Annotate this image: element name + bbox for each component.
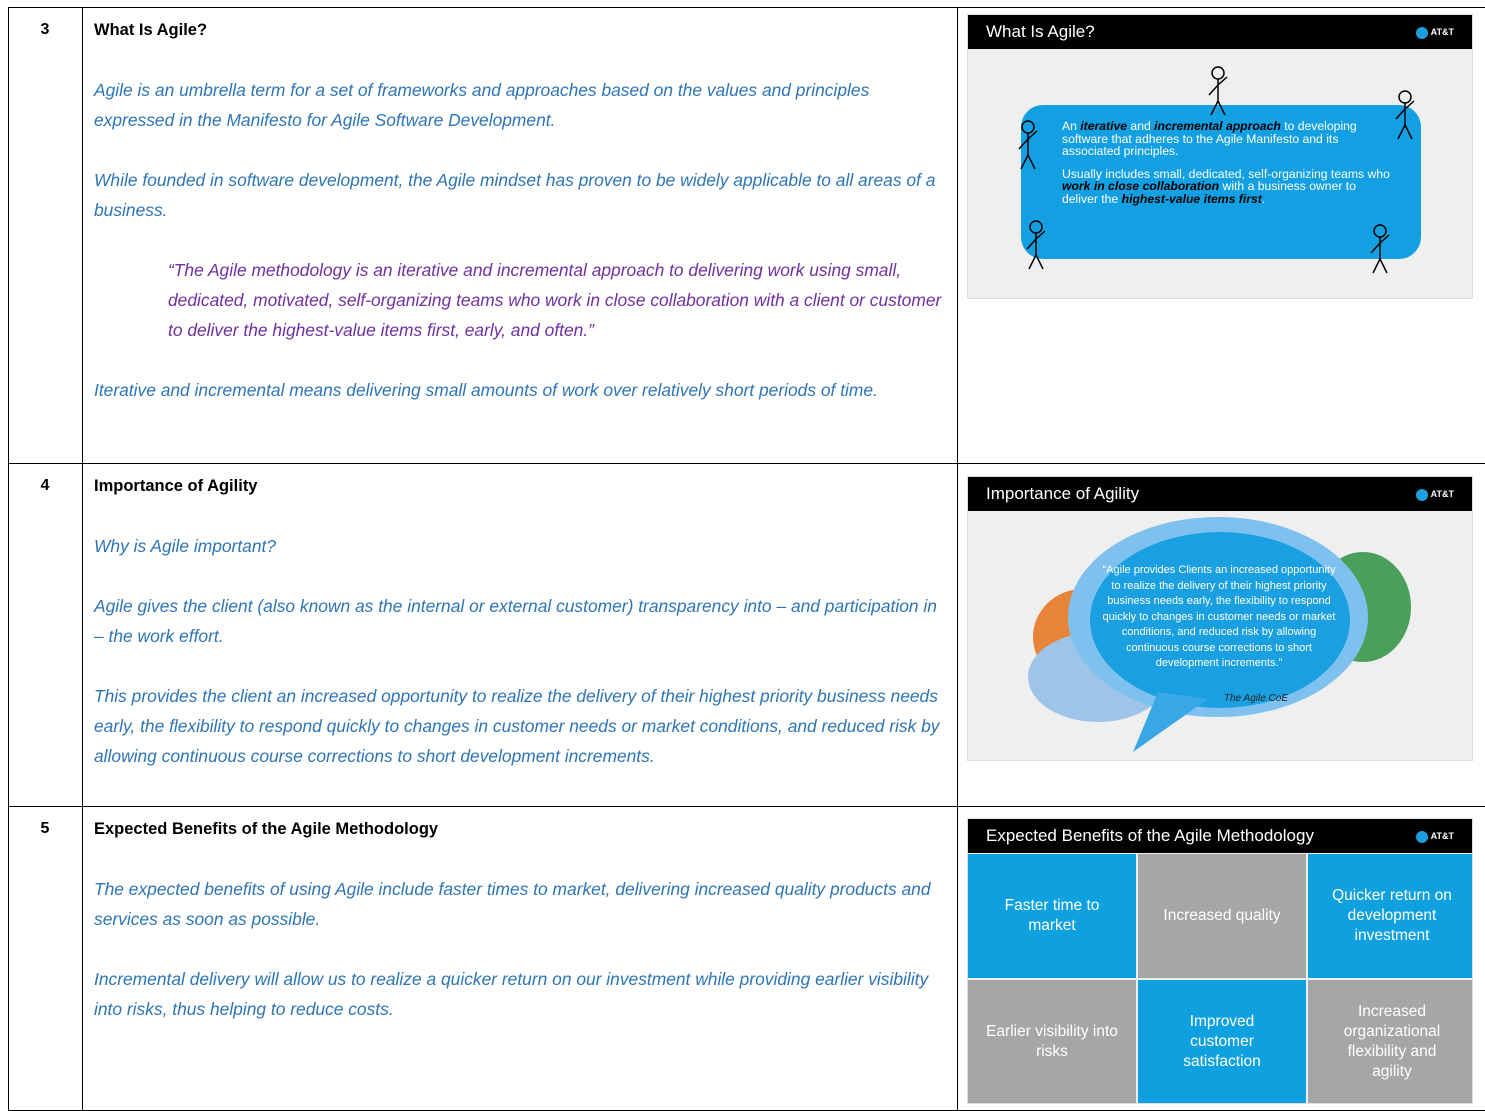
paragraph: Incremental delivery will allow us to re… <box>94 969 929 1019</box>
emphasis: highest-value items first <box>1121 191 1262 206</box>
slide-thumbnail: What Is Agile? AT&T An iterative and incre… <box>967 14 1473 299</box>
row-number: 5 <box>40 820 50 837</box>
paragraph: The expected benefits of using Agile inc… <box>94 879 931 929</box>
logo-text: AT&T <box>1430 831 1454 841</box>
benefit-tile: Quicker return on development investment <box>1308 854 1472 978</box>
text-run: . <box>1261 191 1266 206</box>
slide-thumbnail: Importance of Agility AT&T “Agile provide… <box>967 476 1473 761</box>
paragraph: Agile gives the client (also known as th… <box>94 596 937 646</box>
slide-logo: AT&T <box>1415 15 1454 49</box>
emphasis: incremental approach <box>1154 119 1281 133</box>
table-border <box>8 7 1485 8</box>
text-run: with a business owner to deliver the <box>1062 179 1356 206</box>
text-run: Usually includes small, dedicated, self-… <box>1062 166 1390 181</box>
slide-thumbnail: Expected Benefits of the Agile Methodolo… <box>967 818 1473 1104</box>
section-title: What Is Agile? <box>94 21 208 39</box>
benefit-tile: Increased organizational flexibility and… <box>1308 980 1472 1103</box>
row-content: Importance of Agility Why is Agile import… <box>94 471 946 771</box>
benefit-tile: Increased quality <box>1138 854 1306 978</box>
bubble-text: An iterative and incremental approach to… <box>1062 120 1392 215</box>
paragraph: This provides the client an increased op… <box>94 686 940 766</box>
row-content: What Is Agile? Agile is an umbrella term … <box>94 15 946 405</box>
logo-text: AT&T <box>1430 489 1454 499</box>
quote-attribution: The Agile CoE <box>1223 693 1288 704</box>
benefit-tile: Improved customer satisfaction <box>1138 980 1306 1103</box>
paragraph: Iterative and incremental means deliveri… <box>94 380 878 400</box>
table-border <box>8 463 1485 464</box>
logo-text: AT&T <box>1430 27 1454 37</box>
benefit-tile: Faster time to market <box>968 854 1136 978</box>
emphasis: work in close collaboration <box>1062 179 1220 193</box>
text-run: to developing software that adheres to t… <box>1062 119 1357 158</box>
row-number: 4 <box>40 477 50 494</box>
paragraph: Agile is an umbrella term for a set of f… <box>94 80 870 130</box>
table-border <box>8 806 1485 807</box>
text-run: and <box>1127 119 1155 133</box>
benefit-tile: Earlier visibility into risks <box>968 980 1136 1103</box>
section-title: Importance of Agility <box>94 477 258 495</box>
paragraph: Why is Agile important? <box>94 536 277 556</box>
table-border <box>8 7 9 1111</box>
table-border <box>82 7 83 1111</box>
quote: “The Agile methodology is an iterative a… <box>168 260 942 340</box>
bubble-paragraph: Usually includes small, dedicated, self-… <box>1062 166 1392 206</box>
illustration <box>1018 66 1415 274</box>
table-border <box>957 7 958 1111</box>
slide-title: Importance of Agility <box>968 477 1472 511</box>
row-content: Expected Benefits of the Agile Methodolo… <box>94 814 946 1024</box>
slide-title: Expected Benefits of the Agile Methodolo… <box>968 819 1472 853</box>
text-run: An <box>1062 119 1081 133</box>
paragraph: While founded in software development, t… <box>94 170 936 220</box>
emphasis: iterative <box>1080 119 1128 133</box>
section-title: Expected Benefits of the Agile Methodolo… <box>94 820 439 838</box>
cloud-quote: “Agile provides Clients an increased opp… <box>1102 564 1336 669</box>
illustration <box>1028 517 1411 752</box>
slide-logo: AT&T <box>1415 819 1454 853</box>
row-number: 3 <box>40 21 50 38</box>
slide-title: What Is Agile? <box>968 15 1472 49</box>
slide-logo: AT&T <box>1415 477 1454 511</box>
bubble-paragraph: An iterative and incremental approach to… <box>1062 120 1392 158</box>
speech-bubble <box>1021 105 1421 259</box>
